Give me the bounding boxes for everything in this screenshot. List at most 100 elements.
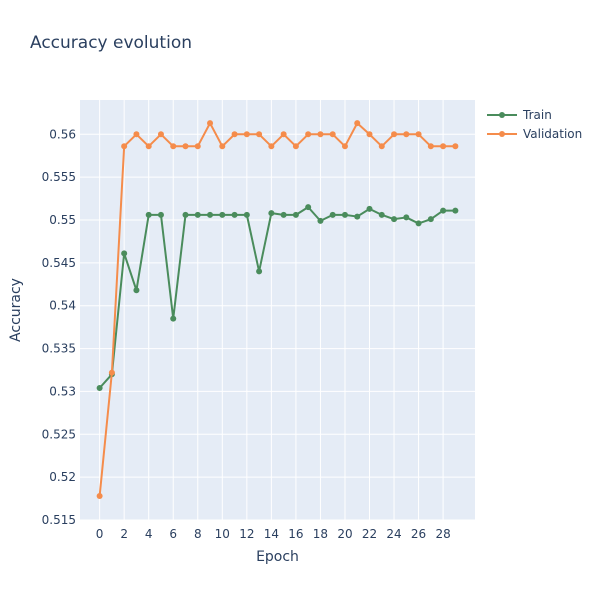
train-point <box>231 211 238 218</box>
x-axis-title: Epoch <box>256 549 299 565</box>
x-tick-label: 2 <box>120 527 128 541</box>
x-tick-label: 8 <box>194 527 202 541</box>
validation-point <box>108 369 115 376</box>
train-point <box>145 211 152 218</box>
train-point <box>243 211 250 218</box>
train-point <box>170 315 177 322</box>
validation-point <box>415 131 422 138</box>
y-tick-label: 0.56 <box>49 127 76 141</box>
y-tick-label: 0.52 <box>49 470 76 484</box>
validation-point <box>207 120 214 127</box>
y-tick-label: 0.535 <box>42 342 76 356</box>
legend-item-train[interactable]: Train <box>487 108 552 122</box>
validation-point <box>292 143 299 150</box>
train-point <box>121 250 128 257</box>
validation-point <box>256 131 263 138</box>
y-tick-label: 0.54 <box>49 299 76 313</box>
legend-label: Validation <box>523 127 582 141</box>
y-tick-label: 0.545 <box>42 256 76 270</box>
validation-point <box>305 131 312 138</box>
validation-point <box>440 143 447 150</box>
series-layer <box>96 120 459 499</box>
train-point <box>256 268 263 275</box>
x-gridlines <box>99 100 444 520</box>
train-point <box>427 216 434 223</box>
legend-item-validation[interactable]: Validation <box>487 127 582 141</box>
x-tick-label: 28 <box>435 527 450 541</box>
validation-point <box>243 131 250 138</box>
validation-point <box>378 143 385 150</box>
x-tick-labels: 0 2 4 6 8 10 12 14 16 18 20 22 24 26 28 <box>96 527 451 541</box>
validation-point <box>452 143 459 150</box>
train-point <box>354 213 361 220</box>
y-tick-label: 0.555 <box>42 170 76 184</box>
train-point <box>440 207 447 214</box>
train-point <box>341 211 348 218</box>
validation-point <box>317 131 324 138</box>
validation-point <box>219 143 226 150</box>
train-point <box>403 214 410 221</box>
series-validation <box>96 120 459 499</box>
x-tick-label: 10 <box>215 527 230 541</box>
validation-point <box>96 493 103 499</box>
train-point <box>194 211 201 218</box>
x-tick-label: 24 <box>386 527 401 541</box>
validation-point <box>403 131 410 138</box>
train-point <box>292 211 299 218</box>
legend: Train Validation <box>487 108 582 141</box>
validation-point <box>121 143 128 150</box>
validation-point <box>157 131 164 138</box>
x-tick-label: 4 <box>145 527 153 541</box>
train-point <box>280 211 287 218</box>
y-gridlines <box>80 133 475 521</box>
legend-swatch-marker <box>499 112 505 118</box>
train-point <box>133 287 140 294</box>
y-tick-label: 0.525 <box>42 427 76 441</box>
x-tick-label: 18 <box>313 527 328 541</box>
x-tick-label: 16 <box>288 527 303 541</box>
validation-point <box>133 131 140 138</box>
validation-point <box>354 120 361 127</box>
train-point <box>391 216 398 223</box>
x-tick-label: 26 <box>411 527 426 541</box>
validation-point <box>268 143 275 150</box>
x-tick-label: 6 <box>169 527 177 541</box>
train-point <box>96 385 103 391</box>
train-point <box>366 205 373 212</box>
legend-label: Train <box>522 108 552 122</box>
train-point <box>219 211 226 218</box>
train-point <box>157 211 164 218</box>
validation-point <box>280 131 287 138</box>
series-train <box>96 204 459 391</box>
train-point <box>182 211 189 218</box>
y-tick-label: 0.515 <box>42 513 76 527</box>
y-tick-label: 0.55 <box>49 213 76 227</box>
validation-point <box>366 131 373 138</box>
x-tick-label: 22 <box>362 527 377 541</box>
validation-point <box>427 143 434 150</box>
validation-point <box>341 143 348 150</box>
validation-point <box>145 143 152 150</box>
train-point <box>378 211 385 218</box>
validation-point <box>182 143 189 150</box>
train-point <box>317 217 324 224</box>
y-tick-label: 0.53 <box>49 384 76 398</box>
train-point <box>268 210 275 217</box>
legend-swatch-marker <box>499 131 505 137</box>
validation-point <box>231 131 238 138</box>
train-point <box>452 207 459 214</box>
chart-title: Accuracy evolution <box>30 33 192 53</box>
train-point <box>305 204 312 211</box>
train-point <box>415 220 422 227</box>
plot-background <box>80 100 475 520</box>
validation-point <box>391 131 398 138</box>
x-tick-label: 20 <box>337 527 352 541</box>
x-tick-label: 14 <box>264 527 279 541</box>
x-tick-label: 12 <box>239 527 254 541</box>
validation-point <box>329 131 336 138</box>
train-point <box>329 211 336 218</box>
y-axis-title: Accuracy <box>8 278 24 342</box>
train-point <box>207 211 214 218</box>
x-tick-label: 0 <box>96 527 104 541</box>
